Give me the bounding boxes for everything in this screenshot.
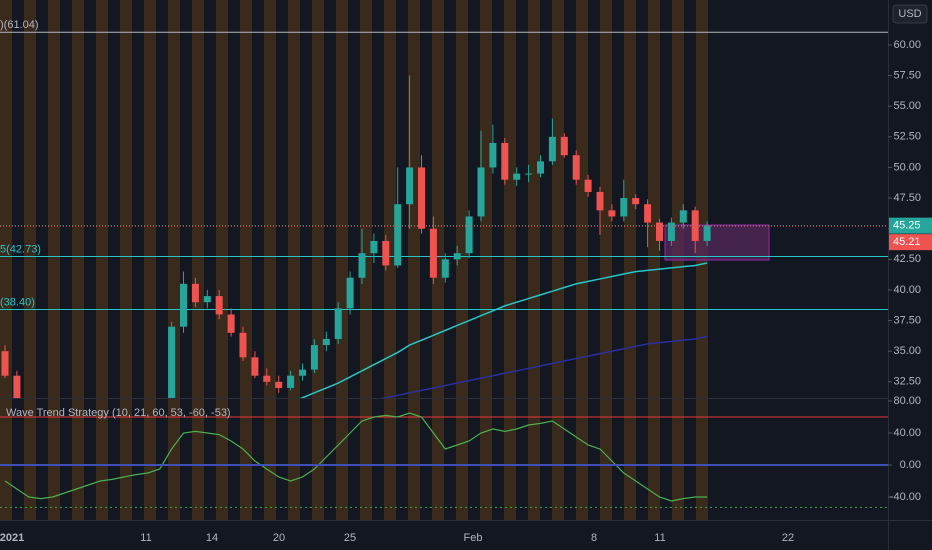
y-tick-label: 50.00: [893, 161, 921, 173]
candle-body: [477, 167, 485, 217]
candle-body: [584, 179, 592, 192]
candle-body: [548, 136, 556, 162]
candle-body: [203, 296, 211, 303]
currency-box: [892, 4, 928, 24]
zone-box: [664, 224, 770, 261]
candle-body: [429, 228, 437, 278]
x-tick-label: 25: [344, 532, 356, 544]
x-tick-label: 22: [782, 532, 794, 544]
currency: USD: [898, 8, 921, 20]
candle-body: [632, 198, 640, 205]
candle-body: [215, 296, 223, 315]
candle-body: [656, 222, 663, 241]
session-background: [0, 0, 710, 520]
candle-body: [501, 142, 509, 180]
price-tag-label: 45.21: [893, 236, 921, 248]
candle-body: [453, 253, 461, 260]
candle-body: [299, 369, 306, 376]
y-tick-label: 55.00: [893, 100, 921, 112]
x-tick-label: 2021: [0, 532, 24, 544]
candle-body: [418, 167, 425, 229]
y-tick-label: 57.50: [893, 69, 921, 81]
candle-body: [644, 204, 652, 223]
x-tick-label: 11: [654, 532, 665, 544]
indicator-title: Wave Trend Strategy (10, 21, 60, 53, -60…: [6, 407, 231, 419]
candle-body: [322, 338, 330, 346]
candle-body: [525, 173, 533, 175]
x-tick-label: 20: [273, 532, 285, 544]
moving-average: [299, 262, 708, 398]
candle-body: [227, 314, 235, 333]
candle-body: [275, 381, 283, 388]
level-label: )(61.04): [0, 19, 39, 31]
y2-tick-label: 40.00: [893, 427, 921, 439]
y-tick-label: 52.50: [893, 131, 921, 143]
candle-body: [1, 351, 9, 376]
moving-average: [380, 335, 708, 398]
candle-body: [691, 210, 699, 241]
candle-body: [608, 210, 616, 217]
candle-body: [572, 155, 580, 180]
x-tick-label: 8: [591, 532, 597, 544]
y-tick-label: 35.00: [893, 345, 921, 357]
y-tick-label: 47.50: [893, 192, 921, 204]
candle-body: [441, 259, 449, 278]
candle-body: [310, 345, 318, 370]
candle-body: [334, 308, 342, 339]
candle-body: [191, 283, 199, 303]
candle-body: [263, 375, 271, 382]
candle-body: [13, 375, 21, 398]
y-tick-label: 60.00: [893, 39, 921, 51]
level-label: (38.40): [0, 296, 35, 308]
candle-body: [465, 216, 473, 254]
candle-body: [703, 225, 711, 241]
y2-tick-label: -40.00: [890, 491, 921, 503]
candle-body: [596, 191, 604, 211]
candle-body: [537, 161, 544, 174]
candle-body: [346, 277, 354, 309]
candle-body: [239, 332, 247, 358]
level-label: 5(42.73): [0, 243, 41, 255]
candle-body: [180, 283, 187, 327]
y2-tick-label: 80.00: [893, 395, 921, 407]
price-tag-label: 45.25: [893, 220, 921, 232]
candle-body: [168, 326, 176, 398]
candle-body: [679, 210, 687, 223]
y-tick-label: 37.50: [893, 314, 921, 326]
candle-body: [513, 173, 521, 180]
candle-body: [560, 136, 568, 156]
price-tag: [889, 234, 932, 251]
candle-body: [394, 204, 402, 266]
candle-body: [667, 222, 675, 241]
x-tick-label: 11: [140, 532, 151, 544]
y-tick-label: 40.00: [893, 284, 921, 296]
candle-body: [489, 142, 497, 168]
price-tag: [889, 217, 932, 234]
candle-body: [251, 357, 259, 376]
y-tick-label: 42.50: [893, 253, 921, 265]
y2-tick-label: 0.00: [900, 459, 921, 471]
x-tick-label: Feb: [464, 532, 483, 544]
x-tick-label: 14: [206, 532, 218, 544]
candle-body: [287, 375, 295, 388]
candle-body: [382, 240, 390, 266]
wave-trend-line: [4, 412, 708, 502]
candle-body: [620, 198, 628, 217]
candle-body: [406, 167, 414, 205]
candle-body: [358, 253, 366, 278]
candle-body: [370, 240, 378, 254]
y-tick-label: 32.50: [893, 376, 921, 388]
